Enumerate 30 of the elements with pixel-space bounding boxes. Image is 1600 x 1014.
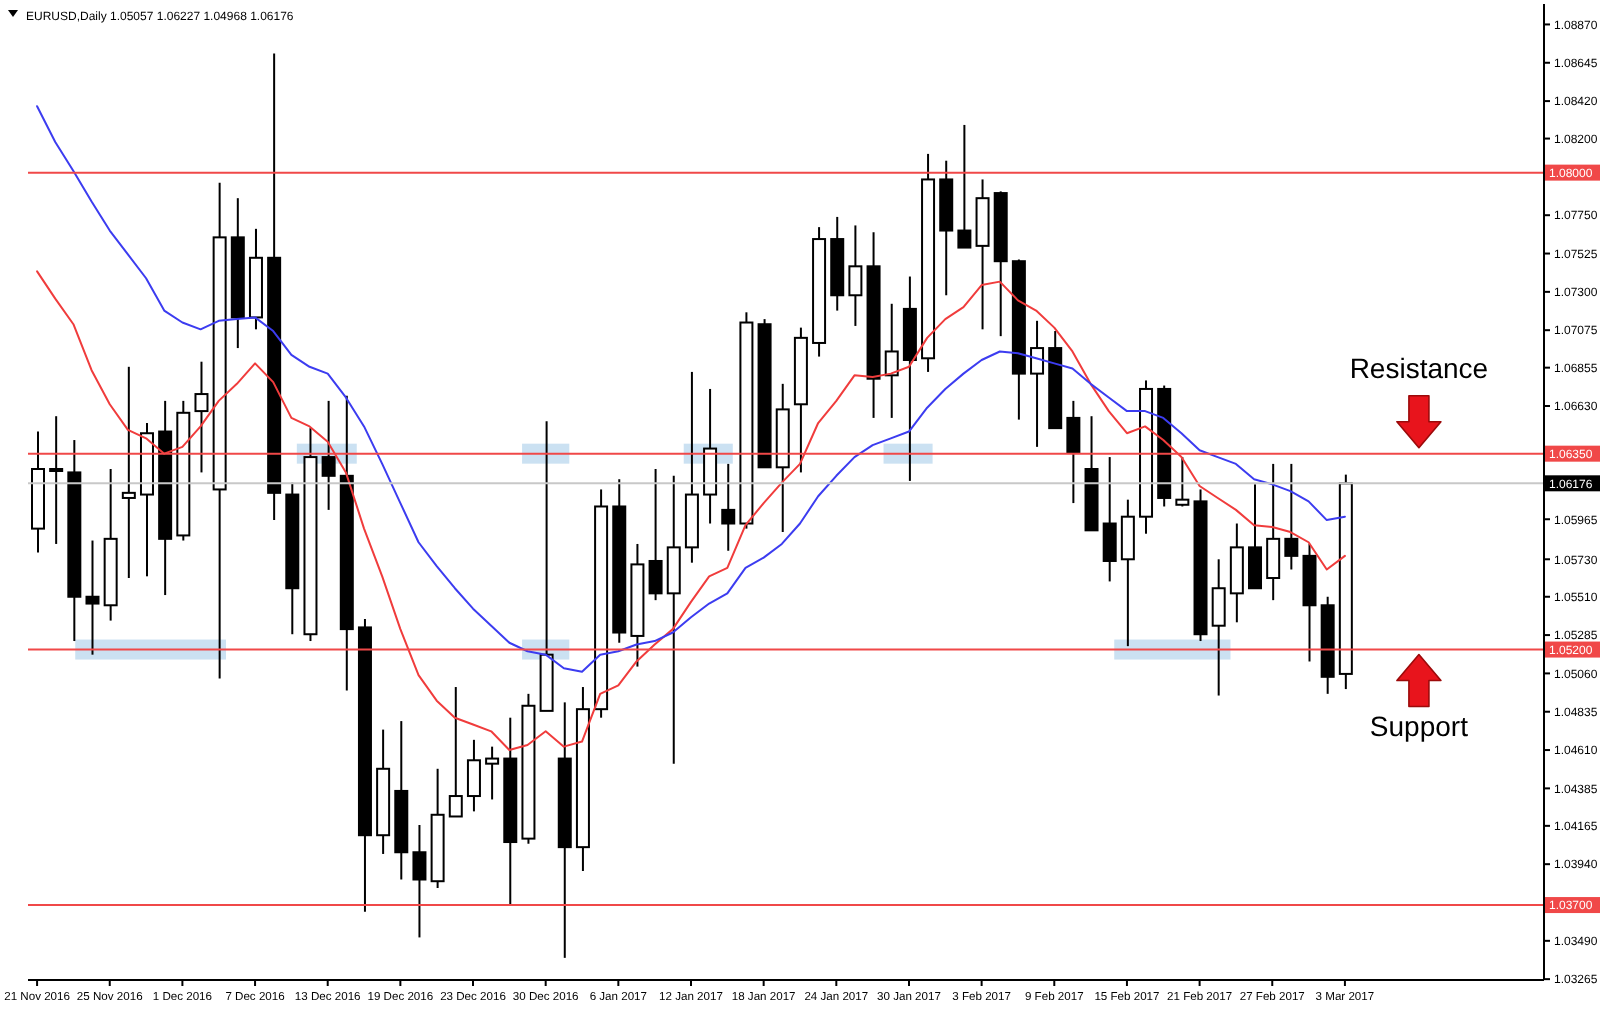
candlestick [848,224,863,327]
candlestick [1284,462,1299,571]
line-series [36,105,1346,673]
candlestick [485,745,500,801]
candlestick [49,415,64,545]
candlestick [703,387,718,525]
candlestick [648,468,663,602]
candlestick [121,365,136,580]
candlestick [1229,522,1244,624]
candlestick [957,123,972,249]
candlestick [1066,399,1081,505]
candlestick [1248,483,1263,590]
candlestick [975,178,990,331]
candlestick [666,474,681,765]
candlestick [1102,456,1117,583]
candlestick [194,360,209,474]
candlestick [412,824,427,939]
annotation: Support [1369,709,1469,742]
candlestick [1266,462,1281,602]
annotation: Resistance [1349,351,1489,384]
candlestick [721,462,736,552]
candlestick [1120,498,1135,648]
candlestick [448,686,463,818]
candlestick [884,302,899,419]
candlestick [1030,319,1045,448]
candlestick [466,738,481,813]
candlestick [85,539,100,656]
candlestick [321,399,336,511]
candlestick [1175,456,1190,508]
candlestick [1211,558,1226,697]
